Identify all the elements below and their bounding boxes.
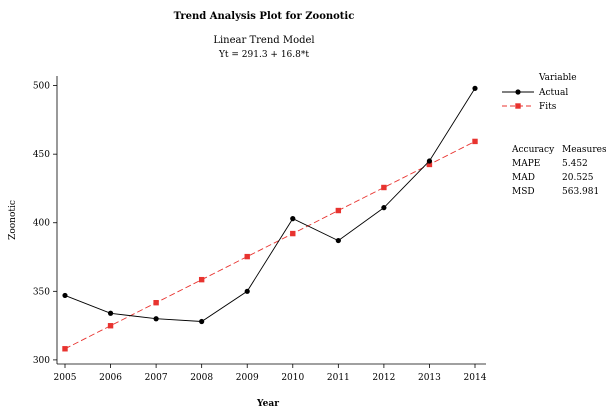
series-line-fits [64, 140, 476, 350]
y-tick-label: 400 [33, 219, 50, 229]
trend-equation: Yt = 291.3 + 16.8*t [218, 50, 309, 60]
data-point-fits [335, 207, 342, 214]
msd-label: MSD [512, 187, 535, 197]
x-tick-label: 2014 [464, 373, 487, 383]
series-layer [62, 85, 478, 352]
y-ticks: 300 350 400 450 500 [33, 82, 57, 366]
x-tick-label: 2012 [372, 373, 395, 383]
data-point-fits [290, 230, 296, 237]
data-point-fits [426, 161, 433, 168]
legend-title: Variable [538, 73, 577, 83]
mape-value: 5.452 [562, 159, 588, 169]
data-point-actual [290, 216, 296, 222]
data-point-fits [244, 253, 250, 260]
x-tick-label: 2009 [236, 373, 259, 383]
msd-value: 563.981 [562, 187, 599, 197]
y-tick-label: 500 [33, 82, 50, 92]
legend-actual-marker [515, 89, 521, 95]
data-point-fits [62, 346, 68, 352]
data-point-actual [199, 318, 205, 325]
data-point-fits [381, 184, 387, 191]
data-point-fits [153, 299, 159, 306]
data-point-fits [198, 276, 205, 283]
data-point-actual [244, 288, 250, 294]
accuracy-measures: Accuracy Measures MAPE 5.452 MAD 20.525 … [511, 145, 606, 197]
x-tick-label: 2011 [327, 373, 350, 383]
data-point-actual [426, 158, 433, 164]
x-tick-label: 2005 [54, 373, 77, 383]
x-axis-label: Year [256, 399, 279, 408]
mad-label: MAD [512, 173, 535, 183]
data-point-actual [107, 310, 114, 316]
accuracy-header: Accuracy [511, 145, 555, 155]
x-tick-label: 2006 [99, 373, 122, 383]
measures-header: Measures [562, 145, 606, 155]
mad-value: 20.525 [562, 173, 594, 183]
plot-area: 2005 2006 2007 2008 2009 2010 2011 2012 2013 2014… [33, 76, 487, 383]
data-point-actual [153, 316, 159, 322]
y-axis-label: Zoonotic [8, 200, 18, 240]
data-point-actual [335, 237, 341, 244]
chart-subtitle: Linear Trend Model [213, 35, 314, 46]
data-point-fits [107, 323, 114, 329]
series-line-actual [64, 88, 476, 322]
legend-fits-marker [515, 103, 521, 109]
x-tick-label: 2007 [145, 373, 168, 383]
legend-actual-label: Actual [538, 88, 568, 98]
legend-fits-label: Fits [539, 102, 557, 112]
chart-title: Trend Analysis Plot for Zoonotic [174, 11, 355, 22]
data-point-actual [472, 85, 478, 91]
x-tick-label: 2010 [281, 373, 304, 383]
data-point-actual [381, 205, 387, 211]
y-tick-label: 450 [33, 150, 50, 160]
x-tick-label: 2008 [190, 373, 213, 383]
x-tick-label: 2013 [418, 373, 441, 383]
y-tick-label: 350 [33, 287, 50, 297]
y-tick-label: 300 [33, 356, 50, 366]
x-ticks: 2005 2006 2007 2008 2009 2010 2011 2012 2013 2014 [54, 364, 487, 383]
data-point-fits [472, 138, 478, 145]
data-point-actual [62, 292, 68, 299]
mape-label: MAPE [512, 159, 540, 169]
legend: Variable Actual Fits [502, 73, 577, 112]
